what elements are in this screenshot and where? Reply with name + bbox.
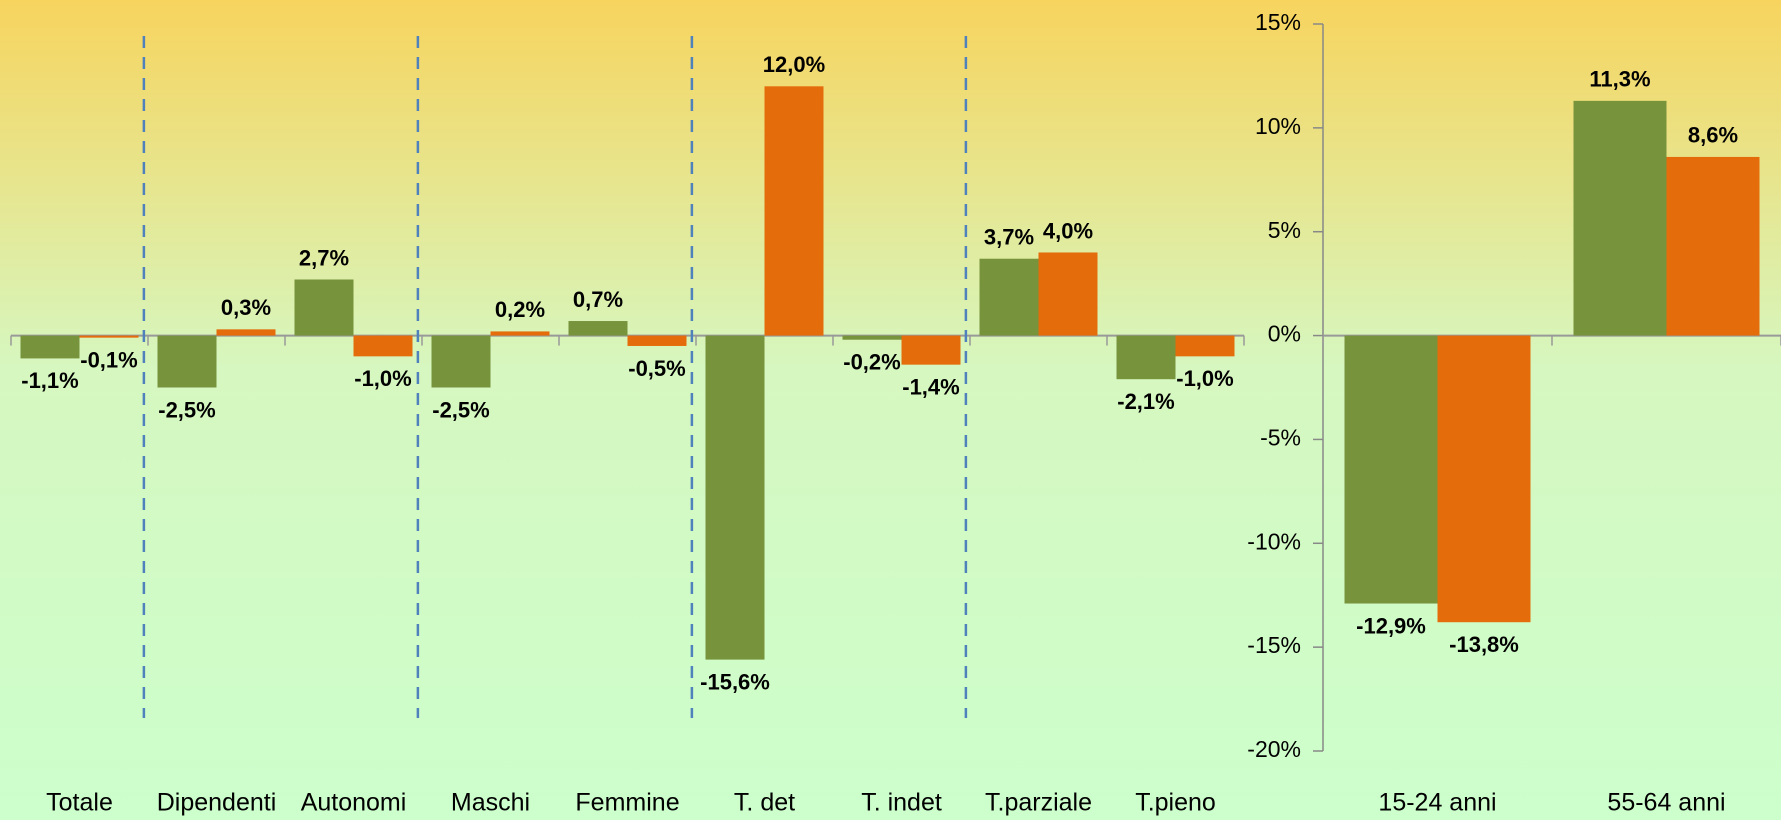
data-label: -0,5% bbox=[628, 356, 685, 381]
bar bbox=[216, 329, 276, 336]
bar bbox=[490, 331, 550, 336]
data-label: -15,6% bbox=[700, 669, 770, 694]
data-label: -1,4% bbox=[902, 374, 959, 399]
bar bbox=[1175, 335, 1235, 357]
data-label: -1,1% bbox=[21, 368, 78, 393]
bar bbox=[1437, 335, 1531, 623]
y-tick-label: -20% bbox=[1247, 736, 1301, 762]
x-tick-label: T. indet bbox=[861, 789, 942, 817]
x-tick-label: Dipendenti bbox=[157, 789, 277, 817]
bar bbox=[294, 279, 354, 336]
bar bbox=[627, 335, 687, 346]
y-tick-label: -15% bbox=[1247, 632, 1301, 658]
x-tick-label: Totale bbox=[46, 789, 113, 817]
x-tick-label: T. det bbox=[734, 789, 795, 817]
bar bbox=[20, 335, 80, 359]
x-tick-label: Autonomi bbox=[301, 789, 407, 817]
data-label: 4,0% bbox=[1043, 218, 1093, 243]
data-label: 2,7% bbox=[299, 245, 349, 270]
data-label: -2,5% bbox=[432, 397, 489, 422]
data-label: -1,0% bbox=[354, 366, 411, 391]
bar bbox=[1573, 100, 1667, 336]
bar bbox=[79, 335, 139, 338]
y-tick-label: 0% bbox=[1268, 321, 1301, 347]
x-tick-label: Femmine bbox=[575, 789, 679, 817]
bar bbox=[431, 335, 491, 388]
data-label: 11,3% bbox=[1589, 67, 1650, 92]
bar bbox=[764, 86, 824, 336]
y-tick-label: 15% bbox=[1255, 9, 1301, 35]
bar bbox=[1344, 335, 1438, 604]
bar bbox=[1666, 156, 1760, 336]
data-label: 0,2% bbox=[495, 297, 545, 322]
bar bbox=[842, 335, 902, 340]
bar bbox=[157, 335, 217, 388]
bar bbox=[979, 258, 1039, 336]
y-tick-label: 10% bbox=[1255, 113, 1301, 139]
bar bbox=[1038, 252, 1098, 336]
x-tick-label: T.parziale bbox=[985, 789, 1092, 817]
y-tick-label: -10% bbox=[1247, 528, 1301, 554]
data-label: 12,0% bbox=[763, 52, 825, 77]
bar bbox=[705, 335, 765, 660]
y-tick-label: 5% bbox=[1268, 217, 1301, 243]
data-label: -13,8% bbox=[1449, 632, 1519, 657]
data-label: 8,6% bbox=[1688, 123, 1738, 148]
data-label: -2,1% bbox=[1117, 389, 1174, 414]
y-tick-label: -5% bbox=[1260, 425, 1301, 451]
data-label: -0,1% bbox=[80, 347, 137, 372]
bar bbox=[353, 335, 413, 357]
x-tick-label: 15-24 anni bbox=[1378, 789, 1496, 817]
x-tick-label: 55-64 anni bbox=[1607, 789, 1725, 817]
bar bbox=[901, 335, 961, 365]
data-label: 0,7% bbox=[573, 287, 623, 312]
bar bbox=[1116, 335, 1176, 380]
data-label: -12,9% bbox=[1356, 613, 1426, 638]
data-label: -1,0% bbox=[1176, 366, 1233, 391]
x-tick-label: Maschi bbox=[451, 789, 530, 817]
data-label: 0,3% bbox=[221, 295, 271, 320]
data-label: 3,7% bbox=[984, 225, 1034, 250]
bar bbox=[568, 321, 628, 336]
data-label: -2,5% bbox=[158, 397, 215, 422]
data-label: -0,2% bbox=[843, 350, 900, 375]
x-tick-label: T.pieno bbox=[1135, 789, 1216, 817]
